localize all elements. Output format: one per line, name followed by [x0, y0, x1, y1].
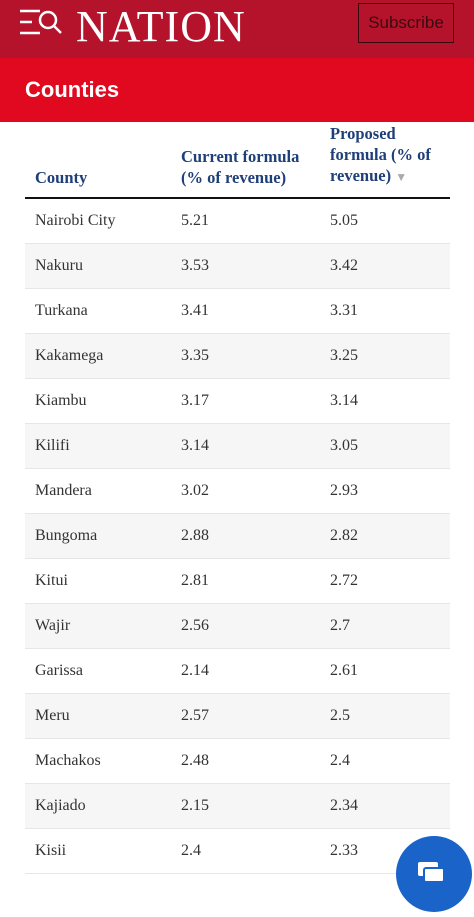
table-row: Kisii 2.4 2.33: [25, 829, 450, 874]
table-cell: 2.57: [181, 707, 209, 724]
column-header[interactable]: Proposed formula (% of revenue) ▼: [330, 123, 450, 188]
subscribe-button[interactable]: Subscribe: [358, 3, 454, 43]
column-header[interactable]: County: [35, 168, 88, 187]
column-header-text: Proposed formula (% of revenue): [330, 124, 431, 185]
table-cell: 3.35: [181, 347, 209, 364]
chat-button[interactable]: [396, 836, 472, 912]
table-cell: 2.72: [330, 572, 358, 589]
table-cell: 3.25: [330, 347, 358, 364]
table-cell: 3.14: [330, 392, 358, 409]
table-cell: 2.61: [330, 662, 358, 679]
table-row: Nakuru 3.53 3.42: [25, 244, 450, 289]
table-cell: Kajiado: [35, 797, 86, 814]
table-row: Meru 2.57 2.5: [25, 694, 450, 739]
table-cell: 3.02: [181, 482, 209, 499]
table-cell: Bungoma: [35, 527, 98, 544]
table-body: Nairobi City 5.21 5.05 Nakuru 3.53 3.42 Turkan…: [25, 199, 450, 874]
table-cell: Garissa: [35, 662, 83, 679]
table-row: Kajiado 2.15 2.34: [25, 784, 450, 829]
table-cell: 2.48: [181, 752, 209, 769]
table-cell: Turkana: [35, 302, 88, 319]
table-row: Kitui 2.81 2.72: [25, 559, 450, 604]
table-cell: 2.93: [330, 482, 358, 499]
table-cell: 3.42: [330, 257, 358, 274]
table-row: Garissa 2.14 2.61: [25, 649, 450, 694]
table-row: Mandera 3.02 2.93: [25, 469, 450, 514]
table-cell: Nairobi City: [35, 212, 116, 229]
table-row: Kilifi 3.14 3.05: [25, 424, 450, 469]
table-cell: 2.34: [330, 797, 358, 814]
table-cell: Kisii: [35, 842, 67, 859]
table-cell: Kakamega: [35, 347, 104, 364]
table-row: Bungoma 2.88 2.82: [25, 514, 450, 559]
table-cell: 3.53: [181, 257, 209, 274]
table-row: Kakamega 3.35 3.25: [25, 334, 450, 379]
sort-arrow: ▼: [395, 170, 408, 184]
table-cell: 3.05: [330, 437, 358, 454]
table-row: Wajir 2.56 2.7: [25, 604, 450, 649]
table-row: Nairobi City 5.21 5.05: [25, 199, 450, 244]
table-cell: 5.21: [181, 212, 209, 229]
table-row: Machakos 2.48 2.4: [25, 739, 450, 784]
table-cell: Nakuru: [35, 257, 83, 274]
table-cell: 2.7: [330, 617, 350, 634]
table-cell: 2.81: [181, 572, 209, 589]
top-bar: NATION Subscribe: [0, 0, 474, 58]
column-header[interactable]: Current formula (% of revenue): [181, 147, 300, 187]
chat-icon: [418, 862, 445, 883]
table-cell: 2.56: [181, 617, 209, 634]
table-cell: Mandera: [35, 482, 92, 499]
table-cell: 2.88: [181, 527, 209, 544]
table-cell: 2.4: [181, 842, 201, 859]
table-cell: Kitui: [35, 572, 68, 589]
table-cell: 3.41: [181, 302, 209, 319]
table-cell: Kilifi: [35, 437, 70, 454]
table-cell: 3.14: [181, 437, 209, 454]
table-cell: 2.14: [181, 662, 209, 679]
table-cell: 5.05: [330, 212, 358, 229]
table-cell: Kiambu: [35, 392, 87, 409]
table-cell: 2.15: [181, 797, 209, 814]
table-row: Kiambu 3.17 3.14: [25, 379, 450, 424]
table-cell: 2.82: [330, 527, 358, 544]
table-cell: 3.31: [330, 302, 358, 319]
table-cell: 2.5: [330, 707, 350, 724]
table-cell: Meru: [35, 707, 70, 724]
table-cell: Machakos: [35, 752, 101, 769]
table-cell: Wajir: [35, 617, 71, 634]
table-cell: 2.33: [330, 842, 358, 859]
table-cell: 3.17: [181, 392, 209, 409]
table-row: Turkana 3.41 3.31: [25, 289, 450, 334]
section-title: Counties: [25, 77, 120, 102]
section-band: Counties: [0, 58, 474, 122]
logo[interactable]: NATION: [76, 2, 246, 51]
table-cell: 2.4: [330, 752, 350, 769]
menu-search-button[interactable]: [18, 8, 64, 40]
table-header: County Current formula (% of revenue) Pr…: [25, 122, 450, 199]
